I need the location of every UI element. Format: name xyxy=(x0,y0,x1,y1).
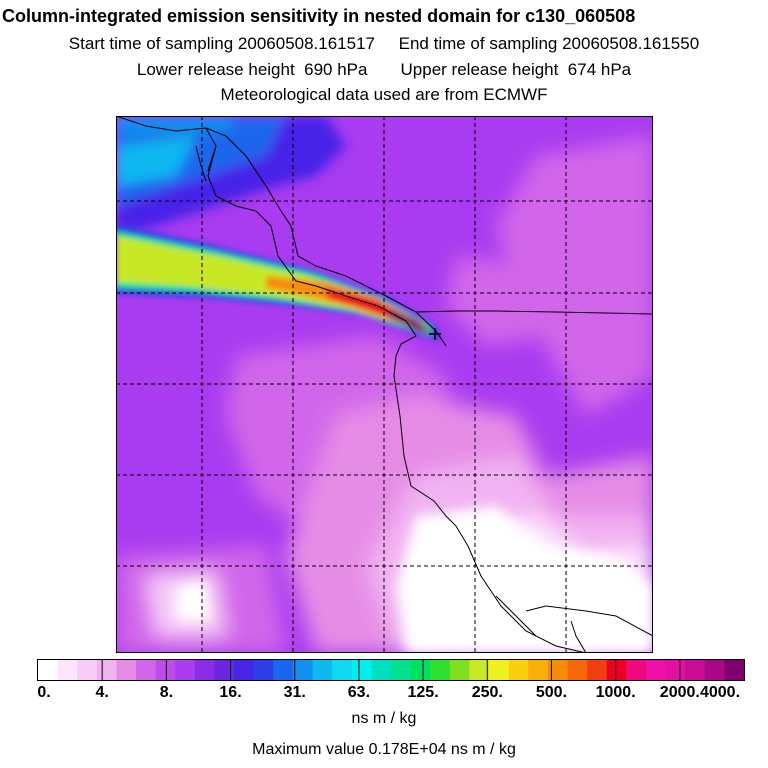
colorbar-swatch xyxy=(273,660,294,680)
colorbar-swatch xyxy=(508,660,529,680)
release-height-line: Lower release height 690 hPa Upper relea… xyxy=(136,60,632,79)
colorbar-tick-label: 500. xyxy=(535,684,568,701)
colorbar-tick-label: 31. xyxy=(283,684,306,701)
colorbar-units: ns m / kg xyxy=(351,710,417,727)
met-data-line: Meteorological data used are from ECMWF xyxy=(220,85,548,104)
lat-lon-grid xyxy=(116,116,653,653)
colorbar-swatch xyxy=(253,660,274,680)
colorbar-swatch xyxy=(469,660,490,680)
colorbar-frame xyxy=(37,659,745,681)
colorbar-swatch xyxy=(332,660,353,680)
emission-sensitivity-map xyxy=(116,116,653,653)
colorbar-swatch xyxy=(175,660,196,680)
colorbar-tick-label: 8. xyxy=(159,684,174,701)
colorbar-swatch xyxy=(136,660,157,680)
colorbar-tick-label: 16. xyxy=(219,684,242,701)
colorbar-swatch xyxy=(665,660,686,680)
colorbar-swatch xyxy=(704,660,725,680)
colorbar-swatch xyxy=(391,660,412,680)
colorbar-swatch xyxy=(587,660,608,680)
colorbar-swatch xyxy=(96,660,117,680)
colorbar xyxy=(37,659,745,681)
colorbar-tick-label: 4. xyxy=(95,684,109,701)
colorbar-swatch xyxy=(430,660,451,680)
colorbar-swatch xyxy=(449,660,470,680)
colorbar-swatch xyxy=(155,660,176,680)
colorbar-swatch xyxy=(116,660,137,680)
colorbar-tick-label: 4000. xyxy=(699,684,741,701)
colorbar-tick-label: 125. xyxy=(407,684,439,701)
map-frame xyxy=(116,116,653,653)
colorbar-swatch xyxy=(410,660,431,680)
colorbar-swatch xyxy=(312,660,333,680)
map-title: Column-integrated emission sensitivity i… xyxy=(2,6,636,26)
maximum-value-text: Maximum value 0.178E+04 ns m / kg xyxy=(252,741,516,758)
colorbar-swatch xyxy=(489,660,510,680)
colorbar-tick-label: 2000. xyxy=(659,684,700,701)
colorbar-swatch xyxy=(38,660,59,680)
colorbar-swatch xyxy=(371,660,392,680)
colorbar-swatch xyxy=(645,660,667,680)
colorbar-swatch xyxy=(528,660,549,680)
colorbar-swatch xyxy=(234,660,255,680)
release-point-icon xyxy=(429,328,441,340)
colorbar-tick-label: 250. xyxy=(471,684,503,701)
colorbar-swatch xyxy=(724,660,745,680)
colorbar-swatch xyxy=(351,660,372,680)
colorbar-swatch xyxy=(57,660,78,680)
colorbar-tick-label: 63. xyxy=(347,684,371,701)
colorbar-swatch xyxy=(77,660,98,680)
coastline xyxy=(116,116,653,653)
colorbar-swatch xyxy=(194,660,215,680)
colorbar-swatch xyxy=(626,660,647,680)
colorbar-swatch xyxy=(606,660,627,680)
colorbar-swatch xyxy=(547,660,568,680)
sampling-time-line: Start time of sampling 20060508.161517 E… xyxy=(68,34,700,53)
plume xyxy=(116,224,441,341)
colorbar-swatch xyxy=(214,660,235,680)
colorbar-tick-label: 0. xyxy=(37,684,51,701)
colorbar-swatch xyxy=(292,660,314,680)
colorbar-swatch xyxy=(685,660,706,680)
colorbar-swatch xyxy=(567,660,588,680)
colorbar-tick-label: 1000. xyxy=(595,684,636,701)
